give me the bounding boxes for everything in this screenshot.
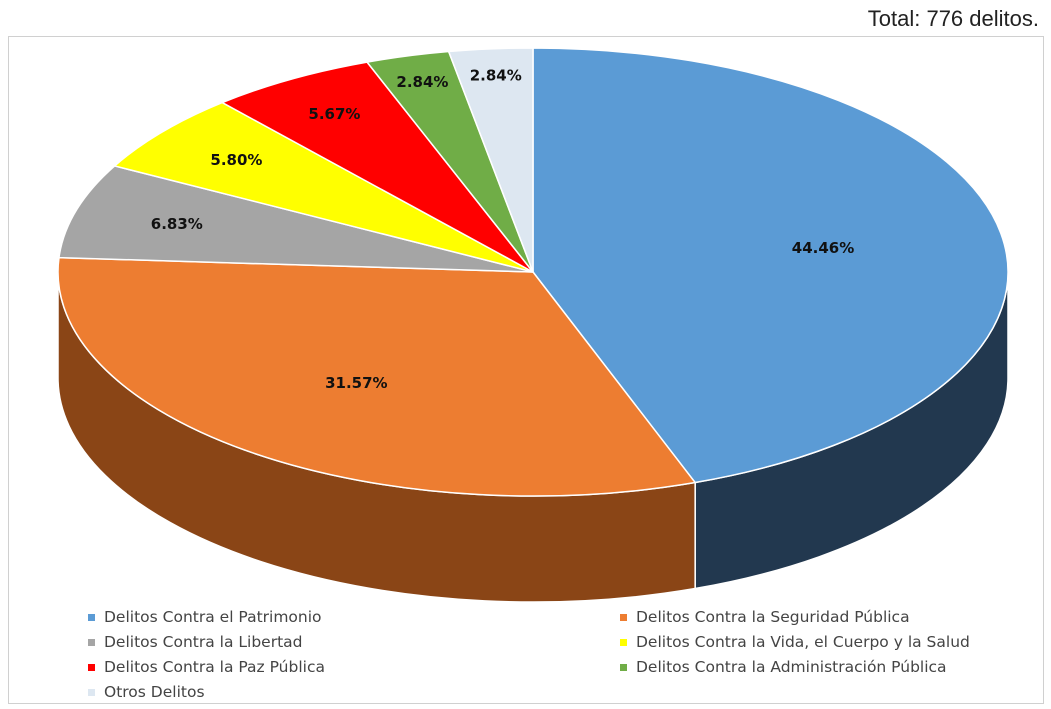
pie-slice-0 [532, 47, 1009, 484]
legend-label: Delitos Contra el Patrimonio [104, 608, 322, 626]
legend-item: Delitos Contra la Administración Pública [620, 658, 947, 676]
legend-label: Otros Delitos [104, 683, 205, 701]
pie-slice-4 [220, 61, 534, 273]
data-label-6: 2.84% [470, 67, 522, 85]
data-label-0: 44.46% [792, 239, 854, 257]
legend-label: Delitos Contra la Libertad [104, 633, 303, 651]
legend-label: Delitos Contra la Paz Pública [104, 658, 325, 676]
legend-swatch [620, 663, 627, 671]
data-label-1: 31.57% [325, 374, 387, 392]
pie-slice-6 [447, 47, 534, 273]
legend-label: Delitos Contra la Administración Pública [636, 658, 947, 676]
legend-label: Delitos Contra la Seguridad Pública [636, 608, 910, 626]
data-label-5: 2.84% [396, 73, 448, 91]
legend-item: Delitos Contra el Patrimonio [88, 608, 322, 626]
data-label-4: 5.67% [308, 105, 360, 123]
chart-total-label: Total: 776 delitos. [867, 6, 1039, 31]
legend-item: Delitos Contra la Vida, el Cuerpo y la S… [620, 633, 970, 651]
legend-item: Otros Delitos [88, 683, 205, 701]
pie-slice-2 [58, 165, 534, 273]
data-label-3: 5.80% [210, 151, 262, 169]
pie-slice-3 [113, 101, 534, 273]
legend-swatch [88, 638, 95, 646]
chart-frame [8, 36, 1044, 704]
legend-label: Delitos Contra la Vida, el Cuerpo y la S… [636, 633, 970, 651]
legend-swatch [620, 613, 627, 621]
legend-item: Delitos Contra la Paz Pública [88, 658, 325, 676]
legend-item: Delitos Contra la Libertad [88, 633, 303, 651]
pie-slice-1 [57, 256, 697, 497]
legend-swatch [88, 613, 95, 621]
legend-swatch [620, 638, 627, 646]
data-label-2: 6.83% [151, 215, 203, 233]
legend-swatch [88, 663, 95, 671]
legend-swatch [88, 688, 95, 696]
legend-item: Delitos Contra la Seguridad Pública [620, 608, 910, 626]
